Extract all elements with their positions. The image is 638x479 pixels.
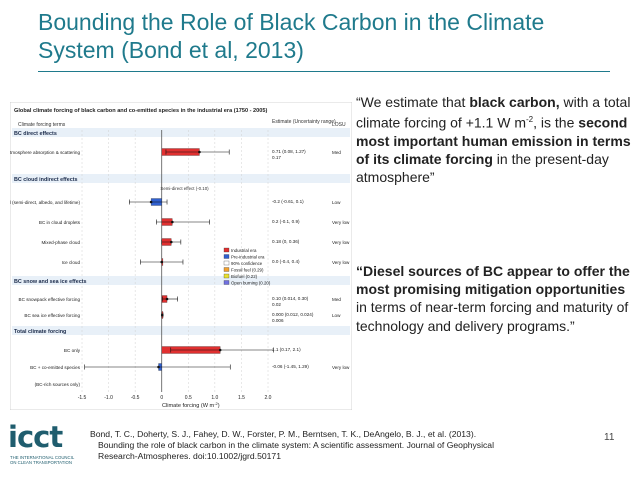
legend-swatch <box>223 247 230 253</box>
row-losu: Med <box>332 150 341 155</box>
row-losu: Med <box>332 297 341 302</box>
row-losu: Very low <box>332 240 350 245</box>
estimate-marker <box>218 348 222 352</box>
page-number: 11 <box>604 432 615 443</box>
x-tick-label: 0 <box>160 395 163 401</box>
row-estimate: 0.000 (0.012, 0.024) <box>272 312 314 317</box>
logo-wordmark: icct <box>8 420 63 454</box>
row-label: BC only <box>64 348 81 353</box>
column-header-estimate: Estimate (Uncertainty range) <box>272 119 336 125</box>
row-estimate: 0.2 (-0.1, 0.9) <box>272 219 300 224</box>
section-band <box>12 128 350 137</box>
citation: Bond, T. C., Doherty, S. J., Fahey, D. W… <box>90 429 494 461</box>
x-tick-label: -1.5 <box>78 395 87 401</box>
section-header: Total climate forcing <box>14 329 66 335</box>
row-estimate-secondary: 0.17 <box>272 155 281 160</box>
row-estimate: 1.1 (0.17, 2.1) <box>272 347 301 352</box>
estimate-marker <box>160 313 164 317</box>
row-losu: Very low <box>332 260 350 265</box>
figure-title: Global climate forcing of black carbon a… <box>14 108 267 114</box>
row-label: Combined liquid cloud (semi-direct, albe… <box>10 200 80 205</box>
section-bands <box>12 128 350 335</box>
row-estimate: 0.0 (-0.4, 0.4) <box>272 259 300 264</box>
column-header-losu: LOSU <box>332 122 346 128</box>
row-label: Atmosphere absorption & scattering <box>10 150 80 155</box>
x-tick-label: 0.5 <box>185 395 192 401</box>
row-estimate: 0.10 (0.014, 0.30) <box>272 296 309 301</box>
row-estimate: 0.18 (0, 0.36) <box>272 239 300 244</box>
icct-logo: icct THE INTERNATIONAL COUNCIL ON CLEAN T… <box>8 420 88 476</box>
estimate-marker <box>157 365 160 369</box>
semi-direct-annotation: Semi-direct effect (-0.10) <box>160 186 209 191</box>
row-losu: Very low <box>332 365 350 370</box>
row-label: BC sea ice effective forcing <box>24 313 80 318</box>
x-axis-label: Climate forcing (W m-2) <box>162 401 220 409</box>
estimate-marker <box>149 200 153 204</box>
section-header: BC direct effects <box>14 131 57 137</box>
row-label: BC snowpack effective forcing <box>19 297 81 302</box>
x-tick-label: 1.0 <box>211 395 218 401</box>
legend-entry: Fossil fuel (0.29) <box>231 268 264 273</box>
row-losu: Low <box>332 200 341 205</box>
estimate-marker <box>165 297 169 301</box>
section-header: BC snow and sea ice effects <box>14 279 87 285</box>
estimate-marker <box>169 240 173 244</box>
logo-subtitle: THE INTERNATIONAL COUNCIL ON CLEAN TRANSP… <box>10 455 75 466</box>
slide-title: Bounding the Role of Black Carbon in the… <box>38 9 545 63</box>
row-labels: BC direct effects BC cloud indirect effec… <box>10 131 350 387</box>
row-estimate-secondary: 0.02 <box>272 302 281 307</box>
section-header: BC cloud indirect effects <box>14 177 78 183</box>
section-band <box>12 326 350 335</box>
row-estimate-secondary: 0.006 <box>272 318 284 323</box>
section-band <box>12 174 350 183</box>
legend-entry: Open burning (0.20) <box>231 281 271 286</box>
estimate-marker <box>198 150 201 154</box>
legend-swatch <box>223 254 230 259</box>
quote-diesel: “Diesel sources of BC appear to offer th… <box>356 263 630 334</box>
forcing-bars <box>84 148 274 371</box>
row-label: BC + co-emitted species <box>30 365 81 370</box>
x-tick-label: 1.5 <box>238 395 245 401</box>
legend-entry: Pre-industrial era <box>231 255 265 260</box>
x-tick-label: 2.0 <box>265 395 272 401</box>
legend-swatch <box>223 267 230 272</box>
row-label: Ice cloud <box>62 260 81 265</box>
row-estimate: -0.06 (-1.45, 1.29) <box>272 364 309 369</box>
x-tick-labels: -1.5 -1.0 -0.5 0 0.5 1.0 1.5 2.0 <box>78 395 272 401</box>
title-divider <box>38 71 610 72</box>
row-label: BC in cloud droplets <box>39 220 81 225</box>
section-band <box>12 276 350 285</box>
quote-black-carbon: “We estimate that black carbon, with a t… <box>356 94 631 186</box>
estimate-marker <box>160 260 164 264</box>
legend-swatch <box>223 273 230 279</box>
row-estimate: -0.2 (-0.61, 0.1) <box>272 199 304 204</box>
legend-entry: Biofuel (0.22) <box>231 274 258 279</box>
row-losu: Low <box>332 313 341 318</box>
row-losu: Very low <box>332 220 350 225</box>
legend-entry: Industrial era <box>231 248 257 253</box>
row-label: (BC-rich sources only) <box>35 382 81 387</box>
estimate-marker <box>171 220 174 224</box>
x-tick-label: -1.0 <box>104 395 113 401</box>
row-estimate: 0.71 (0.08, 1.27) <box>272 149 306 154</box>
column-header-terms: Climate forcing terms <box>18 122 66 128</box>
x-tick-label: -0.5 <box>131 395 140 401</box>
forcing-figure: Global climate forcing of black carbon a… <box>10 102 352 410</box>
legend-entry: 90% confidence <box>231 261 263 266</box>
row-label: Mixed-phase cloud <box>41 240 80 245</box>
legend-swatch <box>223 260 230 266</box>
legend-swatch <box>223 280 230 285</box>
